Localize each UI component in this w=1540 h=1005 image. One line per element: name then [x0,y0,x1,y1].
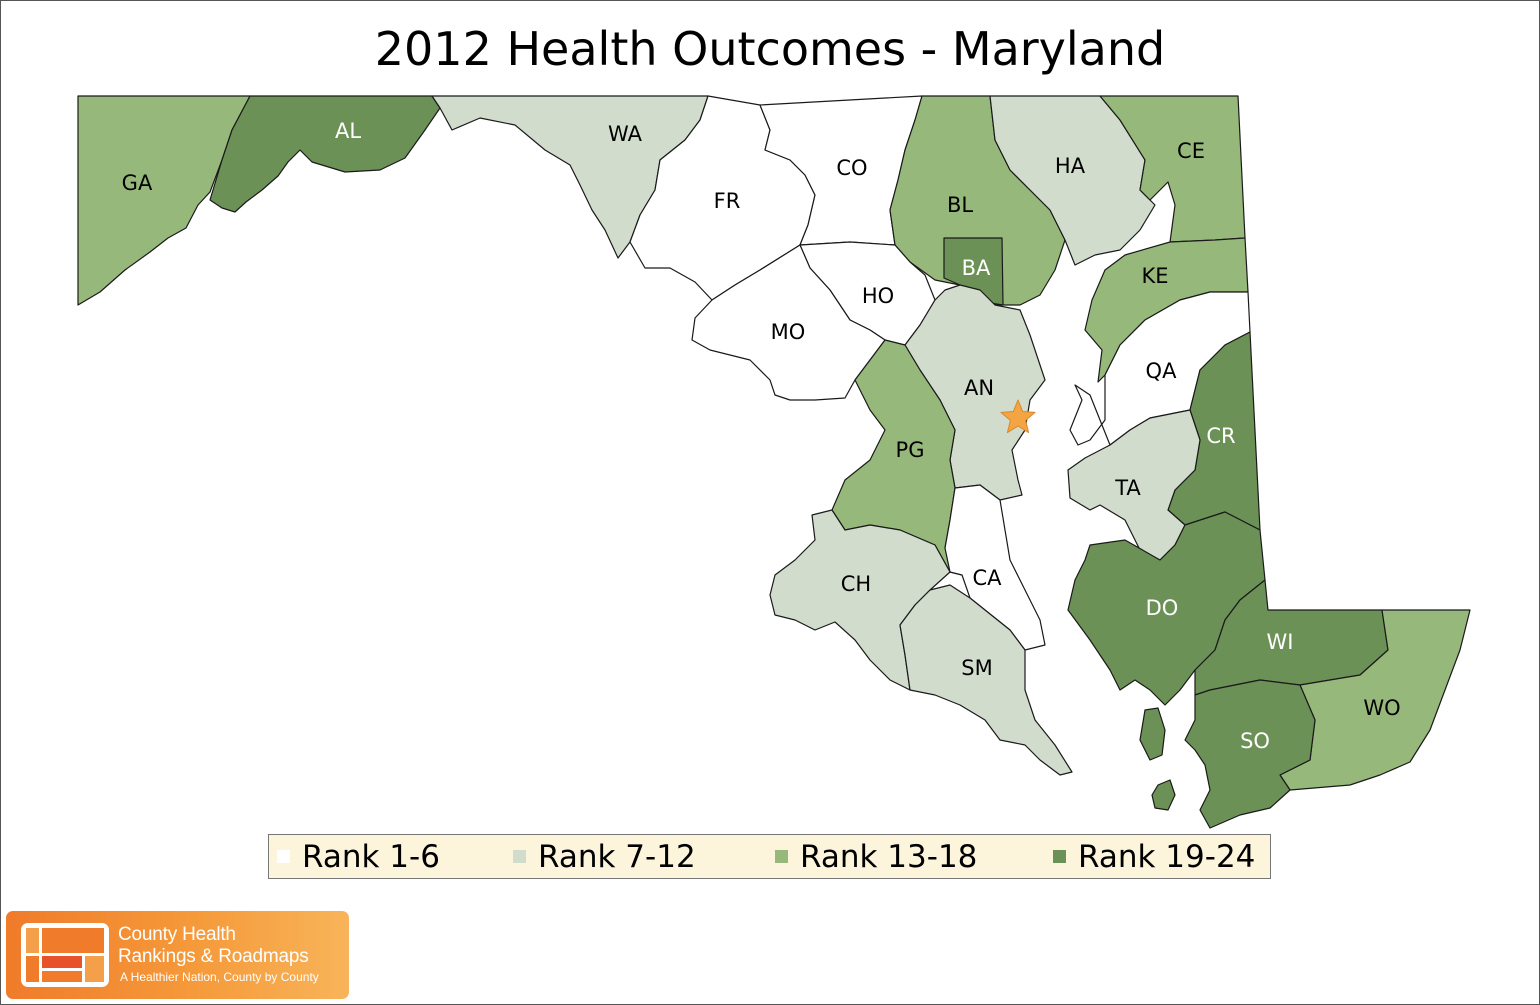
legend-swatch-rank-1-6 [277,850,290,863]
county-label-FR: FR [714,189,741,213]
county-label-CA: CA [972,566,1002,590]
county-CH[interactable] [769,509,951,691]
legend-item-rank-13-18: Rank 13-18 [775,839,1053,875]
star-icon [1000,399,1036,434]
county-label-TA: TA [1114,476,1141,500]
county-label-WO: WO [1363,696,1400,720]
county-label-CR: CR [1206,424,1235,448]
county-WO[interactable] [1279,609,1471,791]
county-label-KE: KE [1141,264,1168,288]
county-SM[interactable] [899,584,1073,776]
county-label-WI: WI [1267,630,1294,654]
county-SO-island [1151,779,1176,811]
county-SO[interactable] [1184,679,1316,829]
legend-swatch-rank-13-18 [775,850,788,863]
county-label-AN: AN [964,376,994,400]
county-label-GA: GA [122,171,153,195]
logo-tagline: A Healthier Nation, County by County [120,970,319,984]
county-CE[interactable] [1099,95,1246,243]
county-label-DO: DO [1146,596,1179,620]
county-label-BA: BA [962,256,991,280]
roadmap-grid-icon [21,923,109,987]
map-title: 2012 Health Outcomes - Maryland [374,22,1166,76]
county-label-PG: PG [896,438,925,462]
county-label-BL: BL [947,193,973,217]
legend-label: Rank 1-6 [302,838,440,875]
legend-item-rank-19-24: Rank 19-24 [1053,839,1255,875]
county-AL[interactable] [209,95,441,213]
legend-swatch-rank-19-24 [1053,850,1066,863]
legend-label: Rank 13-18 [800,838,978,875]
legend-swatch-rank-7-12 [513,850,526,863]
county-label-CO: CO [836,156,867,180]
county-label-QA: QA [1146,359,1178,383]
county-label-AL: AL [335,119,361,143]
legend: Rank 1-6 Rank 7-12 Rank 13-18 Rank 19-24 [268,834,1271,879]
county-label-HA: HA [1055,154,1086,178]
legend-item-rank-1-6: Rank 1-6 [277,839,513,875]
county-label-WA: WA [608,122,643,146]
legend-label: Rank 19-24 [1078,838,1256,875]
county-label-SM: SM [961,656,992,680]
county-label-SO: SO [1240,729,1270,753]
legend-label: Rank 7-12 [538,838,696,875]
county-label-CH: CH [841,572,871,596]
county-label-CE: CE [1177,139,1205,163]
county-label-MO: MO [771,320,806,344]
county-health-rankings-logo[interactable]: County Health Rankings & Roadmaps A Heal… [6,911,349,999]
county-label-HO: HO [862,284,894,308]
logo-title-line1: County Health [118,924,236,945]
legend-item-rank-7-12: Rank 7-12 [513,839,775,875]
logo-title-line2: Rankings & Roadmaps [118,946,309,967]
county-DO-island [1139,707,1166,761]
